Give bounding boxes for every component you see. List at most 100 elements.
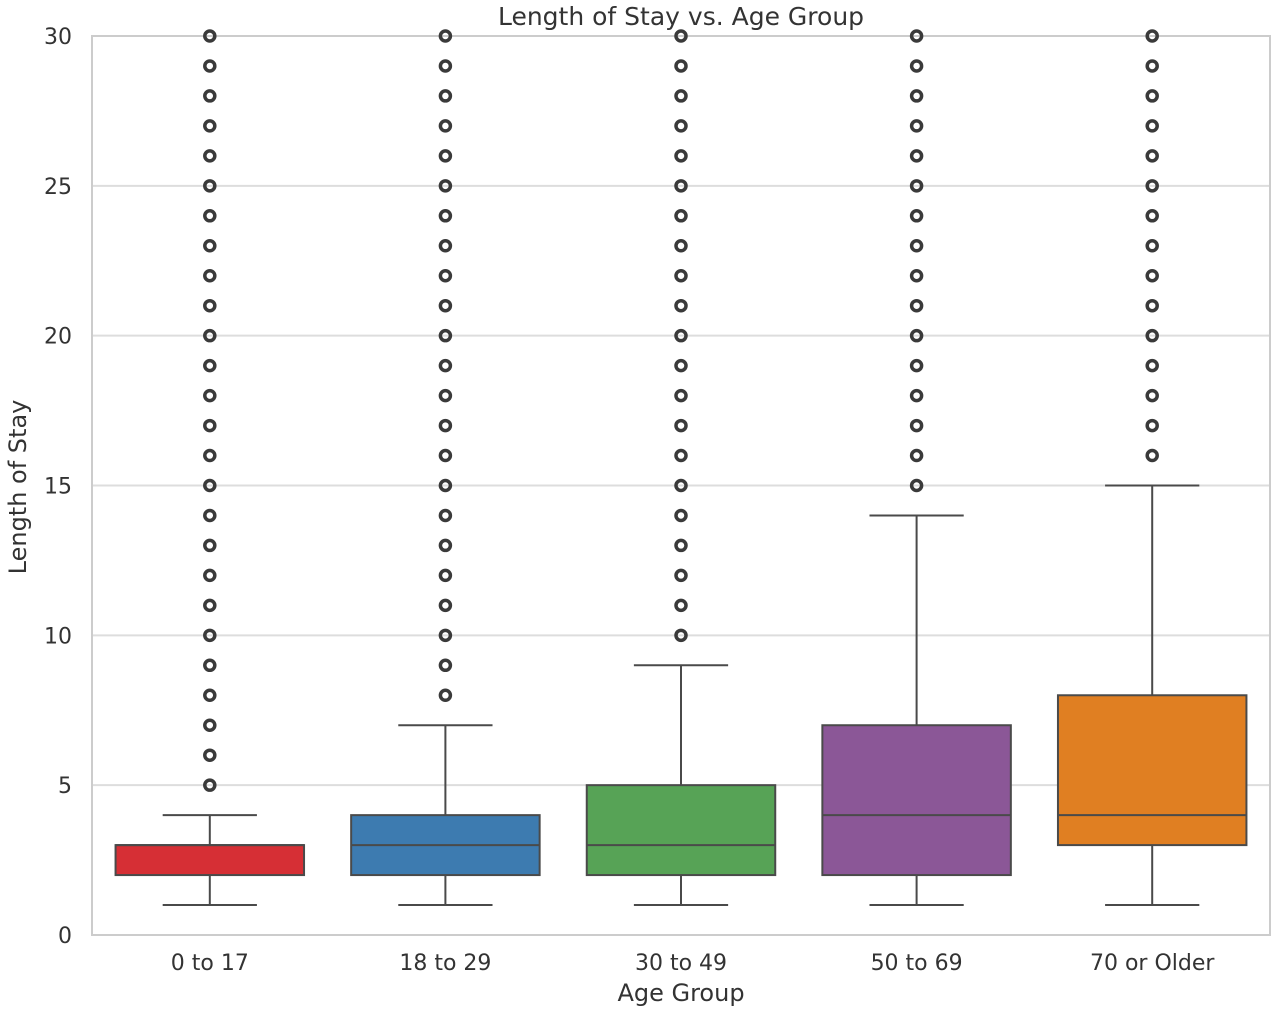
outlier-point [203, 59, 217, 73]
outlier-point [909, 298, 924, 313]
outlier-point [909, 418, 924, 433]
outlier-point [203, 688, 217, 703]
outlier-point [438, 149, 453, 163]
outlier-point [438, 328, 453, 343]
outlier-point [674, 179, 688, 193]
outlier-point [203, 328, 217, 343]
outlier-point [674, 328, 688, 343]
y-tick-label: 30 [44, 25, 72, 50]
outlier-point [438, 478, 453, 493]
outlier-point [1145, 89, 1159, 103]
outlier-point [909, 268, 924, 283]
outlier-point [674, 268, 688, 283]
outlier-point [438, 508, 453, 523]
outlier-point [203, 298, 217, 313]
outlier-point [1145, 268, 1159, 283]
outlier-point [909, 119, 924, 133]
outlier-point [438, 658, 453, 673]
outlier-point [203, 718, 217, 732]
outlier-point [203, 418, 217, 433]
outlier-point [674, 508, 688, 523]
box-iqr [585, 784, 777, 877]
outlier-point [203, 478, 217, 493]
x-tick-label: 50 to 69 [871, 951, 963, 976]
x-tick-label: 70 or Older [1090, 951, 1215, 976]
outlier-point [203, 388, 217, 403]
outlier-point [203, 209, 217, 223]
outlier-point [674, 209, 688, 223]
y-axis-ticks: 0 5 10 15 20 25 30 [44, 25, 72, 949]
box-iqr [114, 844, 306, 877]
outlier-point [909, 478, 924, 493]
x-tick-label: 0 to 17 [171, 951, 249, 976]
outlier-point [203, 538, 217, 553]
outlier-point [438, 358, 453, 373]
y-tick-label: 20 [44, 325, 72, 350]
x-tick-label: 30 to 49 [635, 951, 727, 976]
outlier-point [674, 239, 688, 253]
outlier-point [438, 29, 453, 43]
outlier-point [1145, 298, 1159, 313]
outlier-point [1145, 29, 1159, 43]
outlier-point [438, 209, 453, 223]
box-group [821, 29, 1012, 907]
outlier-point [203, 268, 217, 283]
y-tick-label: 25 [44, 175, 72, 200]
outlier-point [909, 239, 924, 253]
outlier-point [203, 358, 217, 373]
outlier-point [674, 29, 688, 43]
outlier-point [438, 119, 453, 133]
outlier-point [438, 688, 453, 703]
outlier-point [203, 29, 217, 43]
outlier-point [1145, 59, 1159, 73]
boxes [114, 29, 1248, 907]
outlier-point [909, 179, 924, 193]
outlier-point [438, 239, 453, 253]
y-tick-label: 0 [58, 924, 72, 949]
outlier-point [909, 388, 924, 403]
outlier-point [1145, 239, 1159, 253]
outlier-point [203, 568, 217, 583]
y-tick-label: 5 [58, 774, 72, 799]
outlier-point [438, 388, 453, 403]
outlier-point [674, 598, 688, 613]
outlier-point [674, 89, 688, 103]
y-tick-label: 15 [44, 475, 72, 500]
outlier-point [674, 358, 688, 373]
box-group [585, 29, 777, 907]
outlier-point [674, 478, 688, 493]
outlier-point [674, 538, 688, 553]
outlier-point [674, 119, 688, 133]
outlier-point [674, 298, 688, 313]
outlier-point [909, 358, 924, 373]
outlier-point [909, 448, 924, 463]
outlier-point [674, 568, 688, 583]
box-group [114, 29, 306, 907]
outlier-point [674, 448, 688, 463]
outlier-point [674, 388, 688, 403]
plot-frame [91, 35, 1271, 936]
outlier-point [438, 59, 453, 73]
outlier-point [203, 149, 217, 163]
outlier-point [203, 89, 217, 103]
outlier-point [438, 538, 453, 553]
outlier-point [909, 328, 924, 343]
outlier-point [203, 658, 217, 673]
outlier-point [438, 418, 453, 433]
outlier-point [1145, 209, 1159, 223]
outlier-point [203, 778, 217, 792]
y-axis-title: Length of Stay [4, 400, 32, 575]
outlier-point [674, 149, 688, 163]
outlier-point [203, 119, 217, 133]
outlier-point [203, 598, 217, 613]
box-iqr [821, 724, 1012, 877]
box-iqr [1056, 694, 1248, 847]
outlier-point [203, 448, 217, 463]
chart-title: Length of Stay vs. Age Group [498, 2, 864, 31]
outlier-point [438, 268, 453, 283]
y-tick-label: 10 [44, 624, 72, 649]
outlier-point [674, 59, 688, 73]
outlier-point [438, 568, 453, 583]
outlier-point [1145, 418, 1159, 433]
